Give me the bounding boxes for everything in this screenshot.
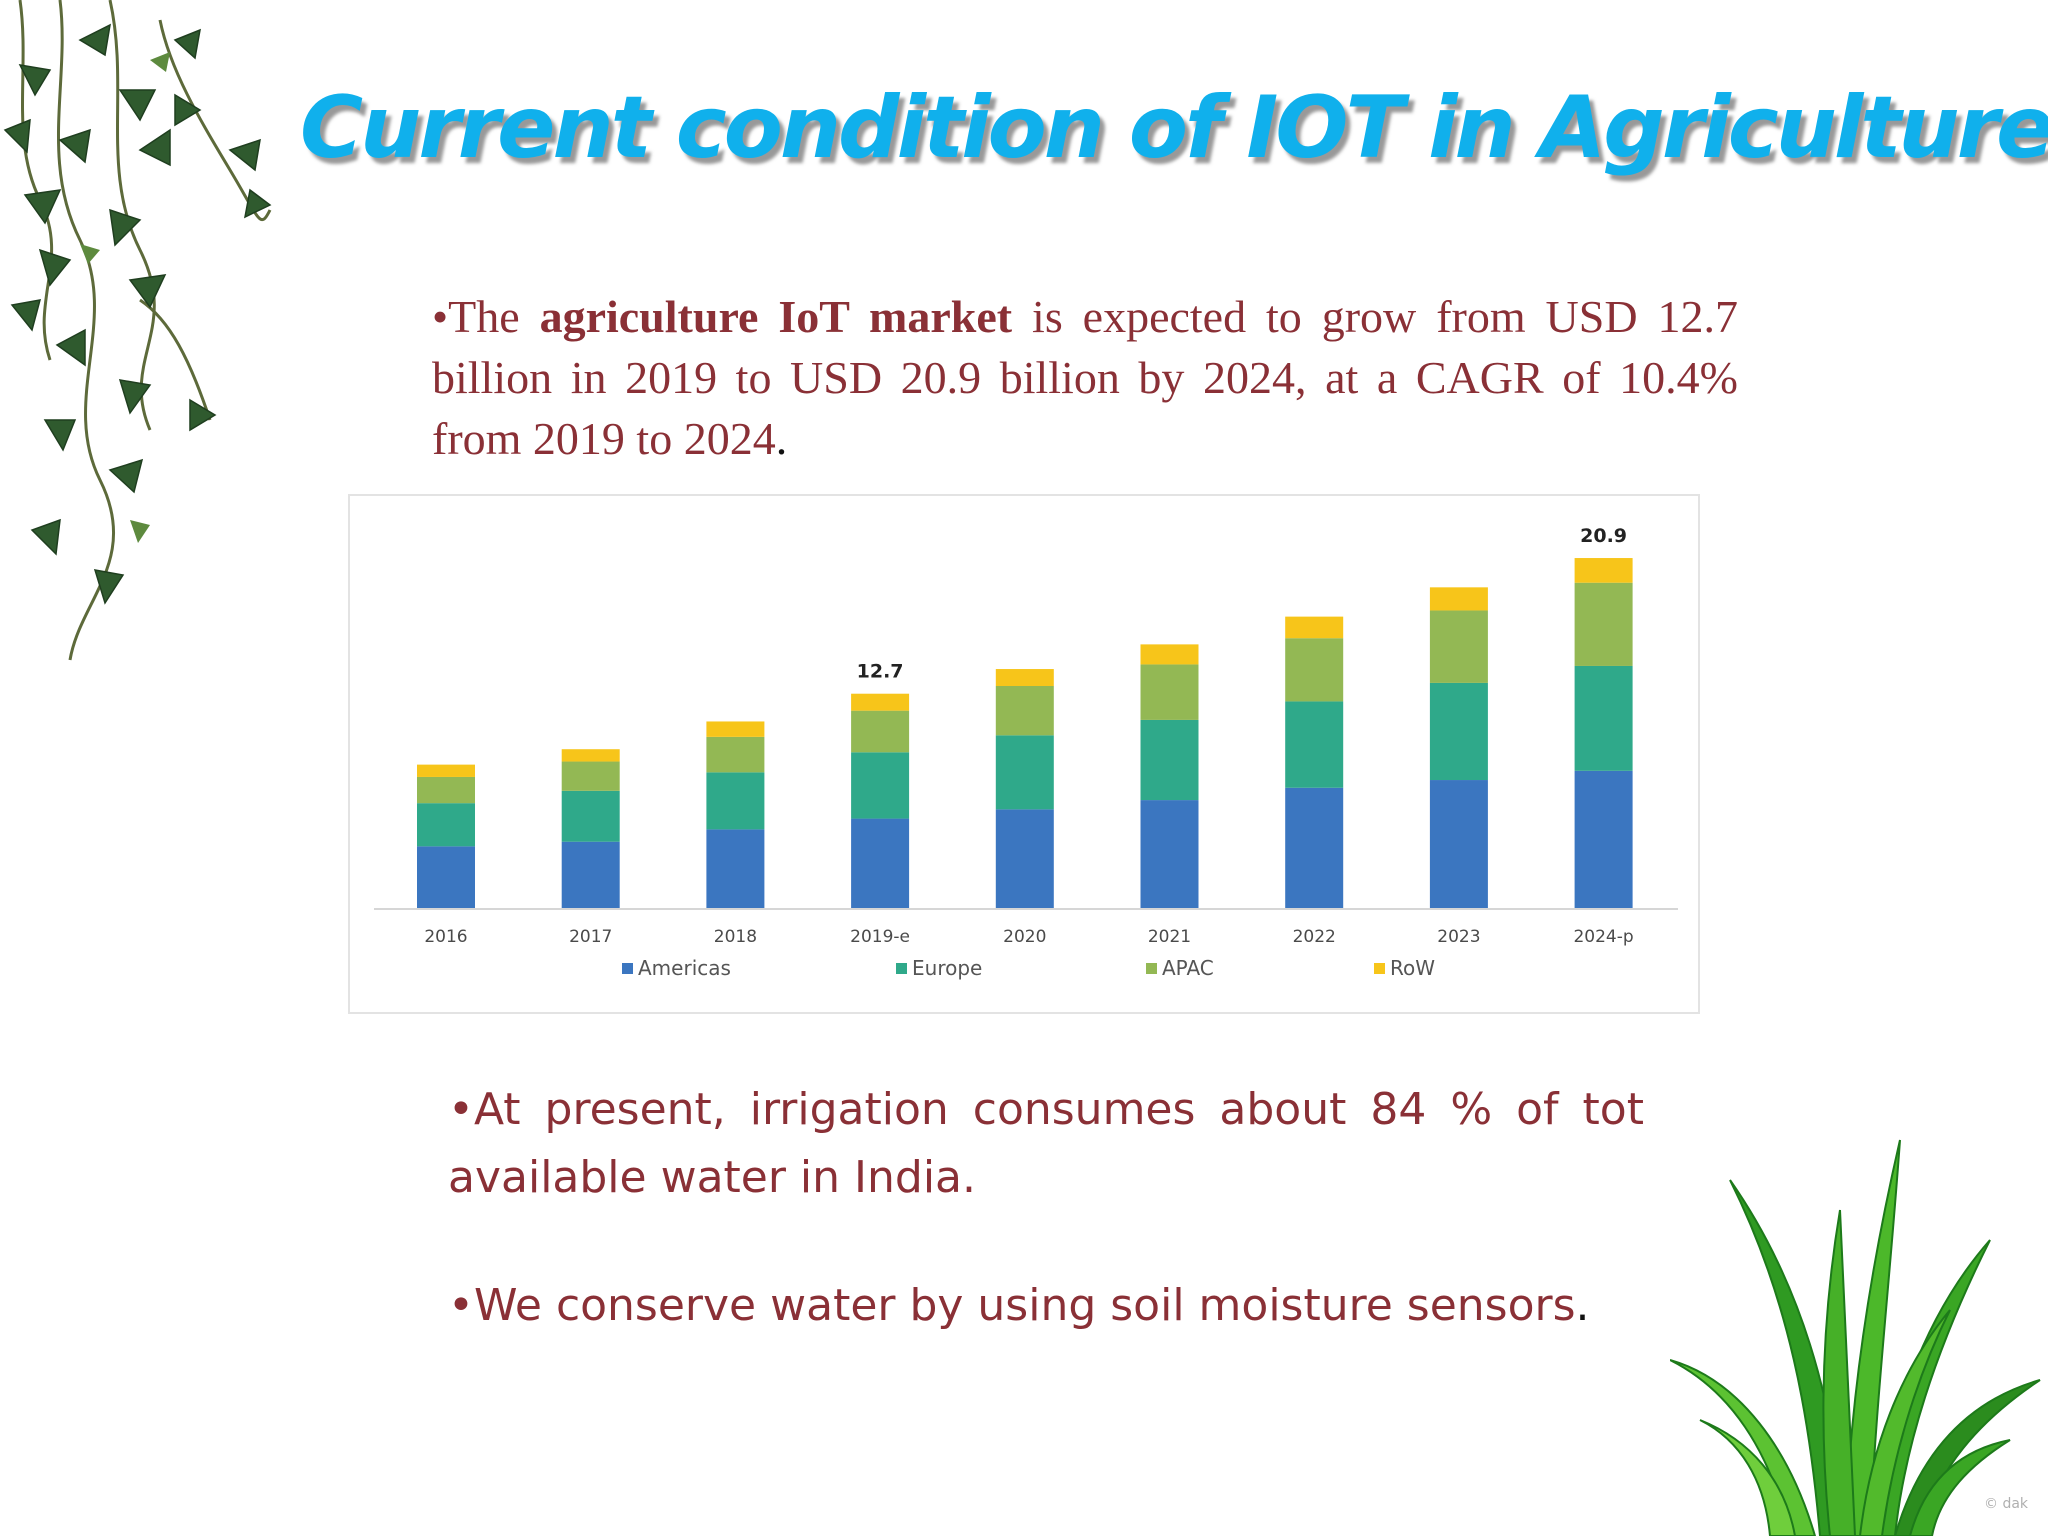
bar-apac-2021 — [1140, 664, 1199, 720]
irrigation-paragraph: •At present, irrigation consumes about 8… — [448, 1076, 1658, 1212]
bullet: • — [432, 291, 449, 342]
bar-europe-2021 — [1140, 719, 1199, 801]
bar-europe-2016 — [417, 803, 475, 847]
bar-europe-2017 — [561, 790, 620, 842]
bar-row-2020 — [995, 669, 1054, 686]
irrigation-line-1: •At present, irrigation consumes about 8… — [448, 1084, 1644, 1135]
x-tick-label: 2020 — [1003, 927, 1046, 947]
bar-apac-2022 — [1285, 638, 1344, 702]
legend-swatch-europe — [896, 963, 907, 974]
x-tick-label: 2024-p — [1573, 927, 1633, 947]
bar-apac-2024-p — [1574, 582, 1633, 666]
sensor-text: •We conserve water by using soil moistur… — [448, 1280, 1576, 1331]
para1-bold-term: agriculture IoT market — [539, 291, 1013, 342]
stacked-bar-chart: 2016 2017 2018 2019-e 2020 2021 2022 2023 2024-p… — [374, 525, 1678, 980]
bar-apac-2016 — [417, 776, 475, 804]
bar-europe-2024-p — [1574, 665, 1633, 771]
vine-decoration — [3, 0, 272, 661]
bar-americas-2022 — [1285, 787, 1344, 908]
bar-row-2019-e — [851, 693, 910, 711]
bar-europe-2022 — [1285, 701, 1344, 788]
corner-mark: © dak — [1984, 1496, 2029, 1512]
legend-label-europe: Europe — [912, 956, 982, 980]
x-tick-label: 2016 — [424, 927, 467, 947]
data-label-2024-p: 20.9 — [1580, 525, 1627, 547]
x-tick-label: 2023 — [1437, 927, 1480, 947]
bar-apac-2018 — [706, 736, 765, 773]
para1-intro: The — [448, 291, 540, 342]
bar-row-2021 — [1140, 644, 1199, 665]
bar-row-2022 — [1285, 616, 1344, 639]
legend-swatch-americas — [622, 963, 633, 974]
market-growth-paragraph: •The agriculture IoT market is expected … — [432, 286, 1738, 469]
bar-europe-2020 — [995, 735, 1054, 810]
bar-row-2016 — [417, 764, 475, 777]
bar-apac-2019-e — [851, 710, 910, 753]
bar-apac-2020 — [995, 686, 1054, 736]
bar-apac-2017 — [561, 761, 620, 791]
bar-europe-2023 — [1429, 682, 1488, 781]
x-tick-label: 2022 — [1293, 927, 1336, 947]
market-chart: 2016 2017 2018 2019-e 2020 2021 2022 2023 2024-p… — [348, 494, 1700, 1014]
grass-decoration — [1670, 1139, 2041, 1536]
legend-label-row: RoW — [1390, 956, 1435, 980]
legend-swatch-apac — [1146, 963, 1157, 974]
bar-row-2018 — [706, 721, 765, 737]
legend-label-americas: Americas — [638, 956, 731, 980]
sensor-paragraph: •We conserve water by using soil moistur… — [448, 1272, 1748, 1340]
bar-row-2017 — [561, 749, 620, 762]
x-tick-label: 2021 — [1148, 927, 1191, 947]
bar-row-2024-p — [1574, 558, 1633, 583]
legend-label-apac: APAC — [1162, 956, 1214, 980]
sensor-period: . — [1575, 1280, 1590, 1331]
bar-americas-2020 — [995, 809, 1054, 908]
bar-americas-2019-e — [851, 818, 910, 908]
para1-period: . — [775, 413, 788, 464]
bar-apac-2023 — [1429, 610, 1488, 683]
bar-row-2023 — [1429, 587, 1488, 611]
bar-americas-2024-p — [1574, 770, 1633, 908]
para1-body: is expected to grow from USD 12.7 billio… — [432, 291, 1739, 464]
bar-americas-2016 — [417, 846, 475, 908]
data-label-2019-e: 12.7 — [857, 661, 904, 683]
x-tick-label: 2019-e — [850, 927, 910, 947]
legend-swatch-row — [1374, 963, 1385, 974]
slide-title: Current condition of IOT in Agriculture — [300, 78, 2048, 178]
irrigation-line-2: available water in India. — [448, 1152, 976, 1203]
bar-americas-2017 — [561, 841, 620, 908]
bar-europe-2018 — [706, 772, 765, 830]
bar-americas-2023 — [1429, 780, 1488, 908]
x-tick-label: 2017 — [569, 927, 612, 947]
bar-europe-2019-e — [851, 752, 910, 819]
bar-americas-2021 — [1140, 800, 1199, 908]
bar-americas-2018 — [706, 829, 765, 908]
x-tick-label: 2018 — [714, 927, 757, 947]
